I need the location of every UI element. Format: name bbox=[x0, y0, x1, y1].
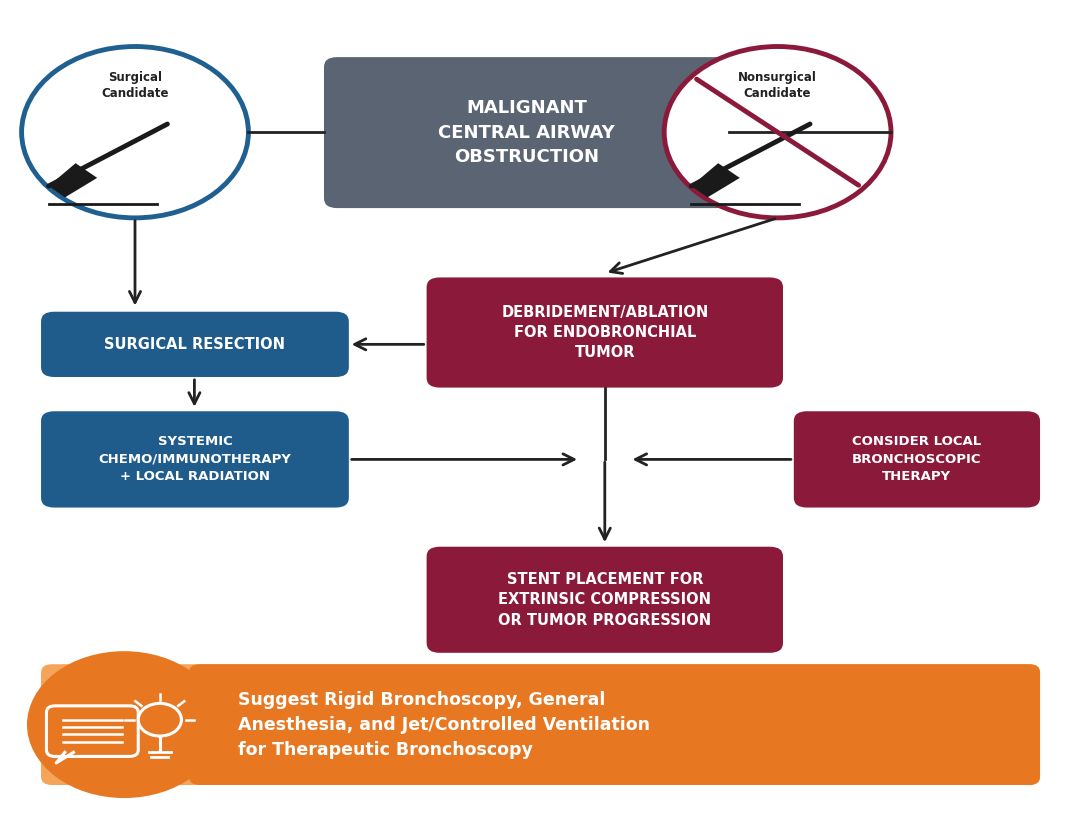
FancyBboxPatch shape bbox=[189, 664, 1040, 785]
FancyBboxPatch shape bbox=[41, 664, 1040, 785]
Circle shape bbox=[22, 47, 248, 218]
Text: DEBRIDEMENT/ABLATION
FOR ENDOBRONCHIAL
TUMOR: DEBRIDEMENT/ABLATION FOR ENDOBRONCHIAL T… bbox=[501, 304, 708, 361]
FancyBboxPatch shape bbox=[427, 547, 783, 653]
Text: SURGICAL RESECTION: SURGICAL RESECTION bbox=[105, 337, 285, 352]
Polygon shape bbox=[691, 163, 740, 197]
FancyBboxPatch shape bbox=[324, 57, 729, 208]
Text: STENT PLACEMENT FOR
EXTRINSIC COMPRESSION
OR TUMOR PROGRESSION: STENT PLACEMENT FOR EXTRINSIC COMPRESSIO… bbox=[498, 572, 712, 628]
FancyBboxPatch shape bbox=[427, 277, 783, 388]
FancyBboxPatch shape bbox=[41, 312, 349, 377]
FancyBboxPatch shape bbox=[794, 411, 1040, 508]
Polygon shape bbox=[49, 163, 97, 197]
Text: Surgical
Candidate: Surgical Candidate bbox=[102, 71, 168, 100]
FancyBboxPatch shape bbox=[41, 411, 349, 508]
Circle shape bbox=[27, 651, 221, 798]
Text: CONSIDER LOCAL
BRONCHOSCOPIC
THERAPY: CONSIDER LOCAL BRONCHOSCOPIC THERAPY bbox=[852, 436, 982, 483]
Text: SYSTEMIC
CHEMO/IMMUNOTHERAPY
+ LOCAL RADIATION: SYSTEMIC CHEMO/IMMUNOTHERAPY + LOCAL RAD… bbox=[98, 436, 292, 483]
Circle shape bbox=[664, 47, 891, 218]
Text: Nonsurgical
Candidate: Nonsurgical Candidate bbox=[738, 71, 818, 100]
Text: MALIGNANT
CENTRAL AIRWAY
OBSTRUCTION: MALIGNANT CENTRAL AIRWAY OBSTRUCTION bbox=[438, 100, 615, 166]
Text: Suggest Rigid Bronchoscopy, General
Anesthesia, and Jet/Controlled Ventilation
f: Suggest Rigid Bronchoscopy, General Anes… bbox=[238, 690, 649, 759]
